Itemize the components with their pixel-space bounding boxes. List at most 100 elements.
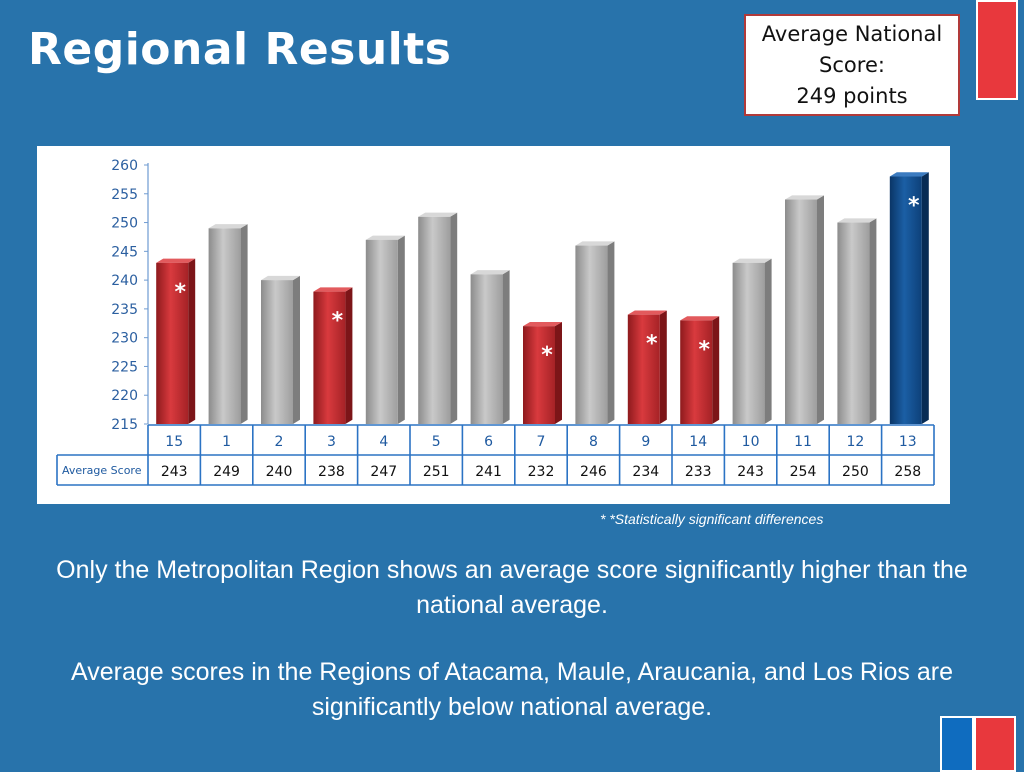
bar-top	[732, 258, 772, 263]
category-label: 13	[899, 434, 917, 450]
category-label: 1	[222, 434, 231, 450]
bar-6	[470, 270, 510, 424]
bar-front	[837, 222, 870, 424]
y-tick-label: 250	[111, 216, 138, 232]
bar-side	[188, 258, 196, 424]
significance-marker: *	[332, 309, 344, 334]
y-tick-label: 215	[111, 417, 138, 433]
significance-marker: *	[698, 337, 710, 362]
bar-top	[523, 321, 562, 327]
category-label: 10	[742, 434, 760, 450]
y-tick-label: 220	[111, 388, 138, 404]
decorative-red-block-bottom	[974, 716, 1016, 772]
category-label: 7	[537, 434, 546, 450]
bar-top	[156, 258, 196, 263]
y-tick-label: 235	[111, 302, 138, 318]
category-label: 11	[794, 434, 812, 450]
bar-side	[764, 258, 772, 424]
value-label: 249	[213, 464, 240, 480]
category-label: 4	[379, 434, 388, 450]
bar-side	[293, 275, 300, 424]
bar-top	[313, 287, 353, 292]
callout-line-2: Score:	[819, 52, 885, 77]
value-label: 254	[790, 464, 817, 480]
category-label: 12	[846, 434, 864, 450]
bar-side	[555, 321, 562, 424]
value-label: 233	[685, 464, 712, 480]
bar-front	[732, 262, 765, 424]
bar-front	[470, 274, 503, 424]
significance-marker: *	[646, 332, 658, 357]
callout-line-1: Average National	[761, 21, 943, 46]
value-label: 250	[842, 464, 869, 480]
bar-top	[365, 235, 405, 240]
bar-7: *	[523, 321, 562, 424]
significance-marker: *	[174, 280, 186, 305]
bar-front	[627, 314, 660, 424]
category-label: 2	[275, 434, 284, 450]
bar-front	[418, 216, 451, 424]
bar-1	[208, 224, 248, 424]
bar-side	[921, 172, 929, 424]
y-tick-label: 255	[111, 187, 138, 203]
bar-13: *	[889, 172, 929, 424]
value-label: 238	[318, 464, 345, 480]
summary-paragraph-2: Average scores in the Regions of Atacama…	[71, 658, 953, 721]
value-label: 232	[528, 464, 555, 480]
bar-front	[523, 326, 555, 424]
bar-top	[470, 270, 510, 275]
bar-4	[365, 235, 405, 424]
bar-side	[712, 316, 720, 424]
value-label: 258	[894, 464, 921, 480]
y-tick-label: 240	[111, 273, 138, 289]
category-label: 5	[432, 434, 441, 450]
bar-2	[261, 275, 300, 424]
bar-top	[261, 275, 300, 281]
bar-side	[397, 235, 405, 424]
bar-front	[365, 239, 398, 424]
summary-paragraph-1: Only the Metropolitan Region shows an av…	[56, 556, 968, 619]
bar-side	[869, 218, 877, 424]
bar-8	[575, 241, 615, 424]
y-axis: 215 220 225 230 235 240 245 250 255 260	[111, 158, 149, 433]
bar-14: *	[680, 316, 720, 424]
value-label: 234	[632, 464, 659, 480]
slide-title: Regional Results	[28, 24, 452, 75]
category-label: 6	[484, 434, 493, 450]
callout-line-3: 249 points	[796, 83, 908, 108]
bar-5	[418, 212, 458, 424]
bar-side	[659, 310, 667, 424]
bar-front	[313, 291, 346, 424]
category-label: 3	[327, 434, 336, 450]
bar-10	[732, 258, 772, 424]
bar-11	[785, 195, 824, 424]
bar-9: *	[627, 310, 667, 424]
significance-marker: *	[541, 343, 553, 368]
table-row-label: Average Score	[62, 464, 142, 477]
bar-front	[156, 262, 189, 424]
y-tick-label: 245	[111, 244, 138, 260]
bar-front	[889, 176, 922, 424]
bar-front	[575, 245, 608, 424]
value-label: 243	[161, 464, 188, 480]
value-label: 243	[737, 464, 764, 480]
footnote: * *Statistically significant differences	[600, 511, 824, 527]
bar-front	[261, 280, 293, 424]
bar-top	[627, 310, 667, 315]
bar-top	[785, 195, 824, 200]
bar-side	[502, 270, 510, 424]
regional-bar-chart: 215 220 225 230 235 240 245 250 255 260 * * * * * * Av…	[37, 146, 950, 504]
bar-top	[837, 218, 877, 223]
data-table: Average Score 15 243 1 249 2 240 3 238 4 247 5 251 6 2…	[56, 424, 935, 486]
decorative-blue-block-bottom	[940, 716, 974, 772]
bar-side	[240, 224, 248, 424]
decorative-red-block-top	[976, 0, 1018, 100]
value-label: 241	[475, 464, 502, 480]
category-label: 9	[641, 434, 650, 450]
category-label: 8	[589, 434, 598, 450]
bar-front	[680, 320, 713, 424]
national-average-callout: Average National Score: 249 points	[744, 14, 960, 116]
category-label: 14	[689, 434, 707, 450]
bar-top	[680, 316, 720, 321]
